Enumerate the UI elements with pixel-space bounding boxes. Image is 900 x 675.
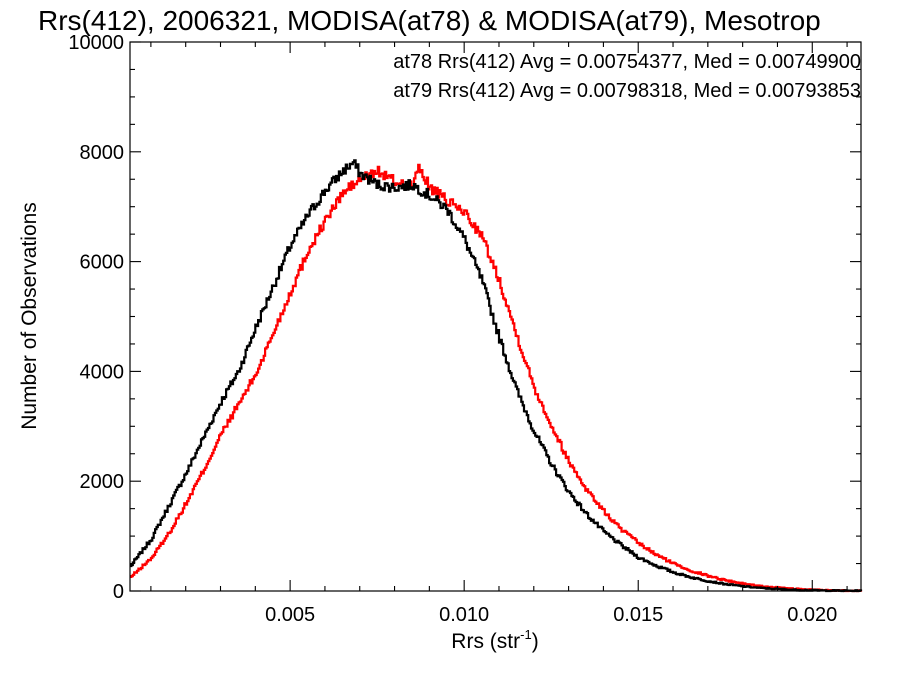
y-tick-label: 4000 xyxy=(80,361,125,383)
legend-annotation-at79: at79 Rrs(412) Avg = 0.00798318, Med = 0.… xyxy=(393,80,861,102)
series-layer xyxy=(130,159,863,593)
chart-title: Rrs(412), 2006321, MODISA(at78) & MODISA… xyxy=(38,5,821,36)
x-axis-ticks: 0.005 0.010 0.015 0.020 xyxy=(150,42,848,626)
series-line-at79 xyxy=(130,163,863,593)
y-axis-ticks: 0 2000 4000 6000 8000 10000 xyxy=(68,32,861,603)
x-tick-label: 0.010 xyxy=(439,604,489,626)
x-axis-label: Rrs (str-1) xyxy=(451,627,538,653)
x-axis-label-close: ) xyxy=(532,630,539,653)
x-axis-label-main: Rrs (str xyxy=(451,630,520,653)
legend-annotation-at78: at78 Rrs(412) Avg = 0.00754377, Med = 0.… xyxy=(393,51,861,73)
y-tick-label: 6000 xyxy=(80,252,125,274)
x-tick-label: 0.005 xyxy=(265,604,315,626)
y-tick-label: 2000 xyxy=(80,471,125,493)
x-tick-label: 0.020 xyxy=(787,604,837,626)
x-tick-label: 0.015 xyxy=(613,604,663,626)
y-tick-label: 8000 xyxy=(80,142,125,164)
x-axis-label-superscript: -1 xyxy=(520,627,532,642)
series-line-at78 xyxy=(130,159,863,593)
y-axis-label: Number of Observations xyxy=(18,202,41,430)
y-tick-label: 10000 xyxy=(68,32,124,54)
plot-frame xyxy=(129,41,862,592)
y-tick-label: 0 xyxy=(113,581,124,603)
